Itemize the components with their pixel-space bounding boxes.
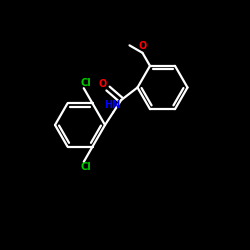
Text: Cl: Cl xyxy=(81,78,92,88)
Text: HN: HN xyxy=(104,100,120,110)
Text: O: O xyxy=(138,41,146,51)
Text: O: O xyxy=(98,79,107,89)
Text: Cl: Cl xyxy=(81,162,92,172)
